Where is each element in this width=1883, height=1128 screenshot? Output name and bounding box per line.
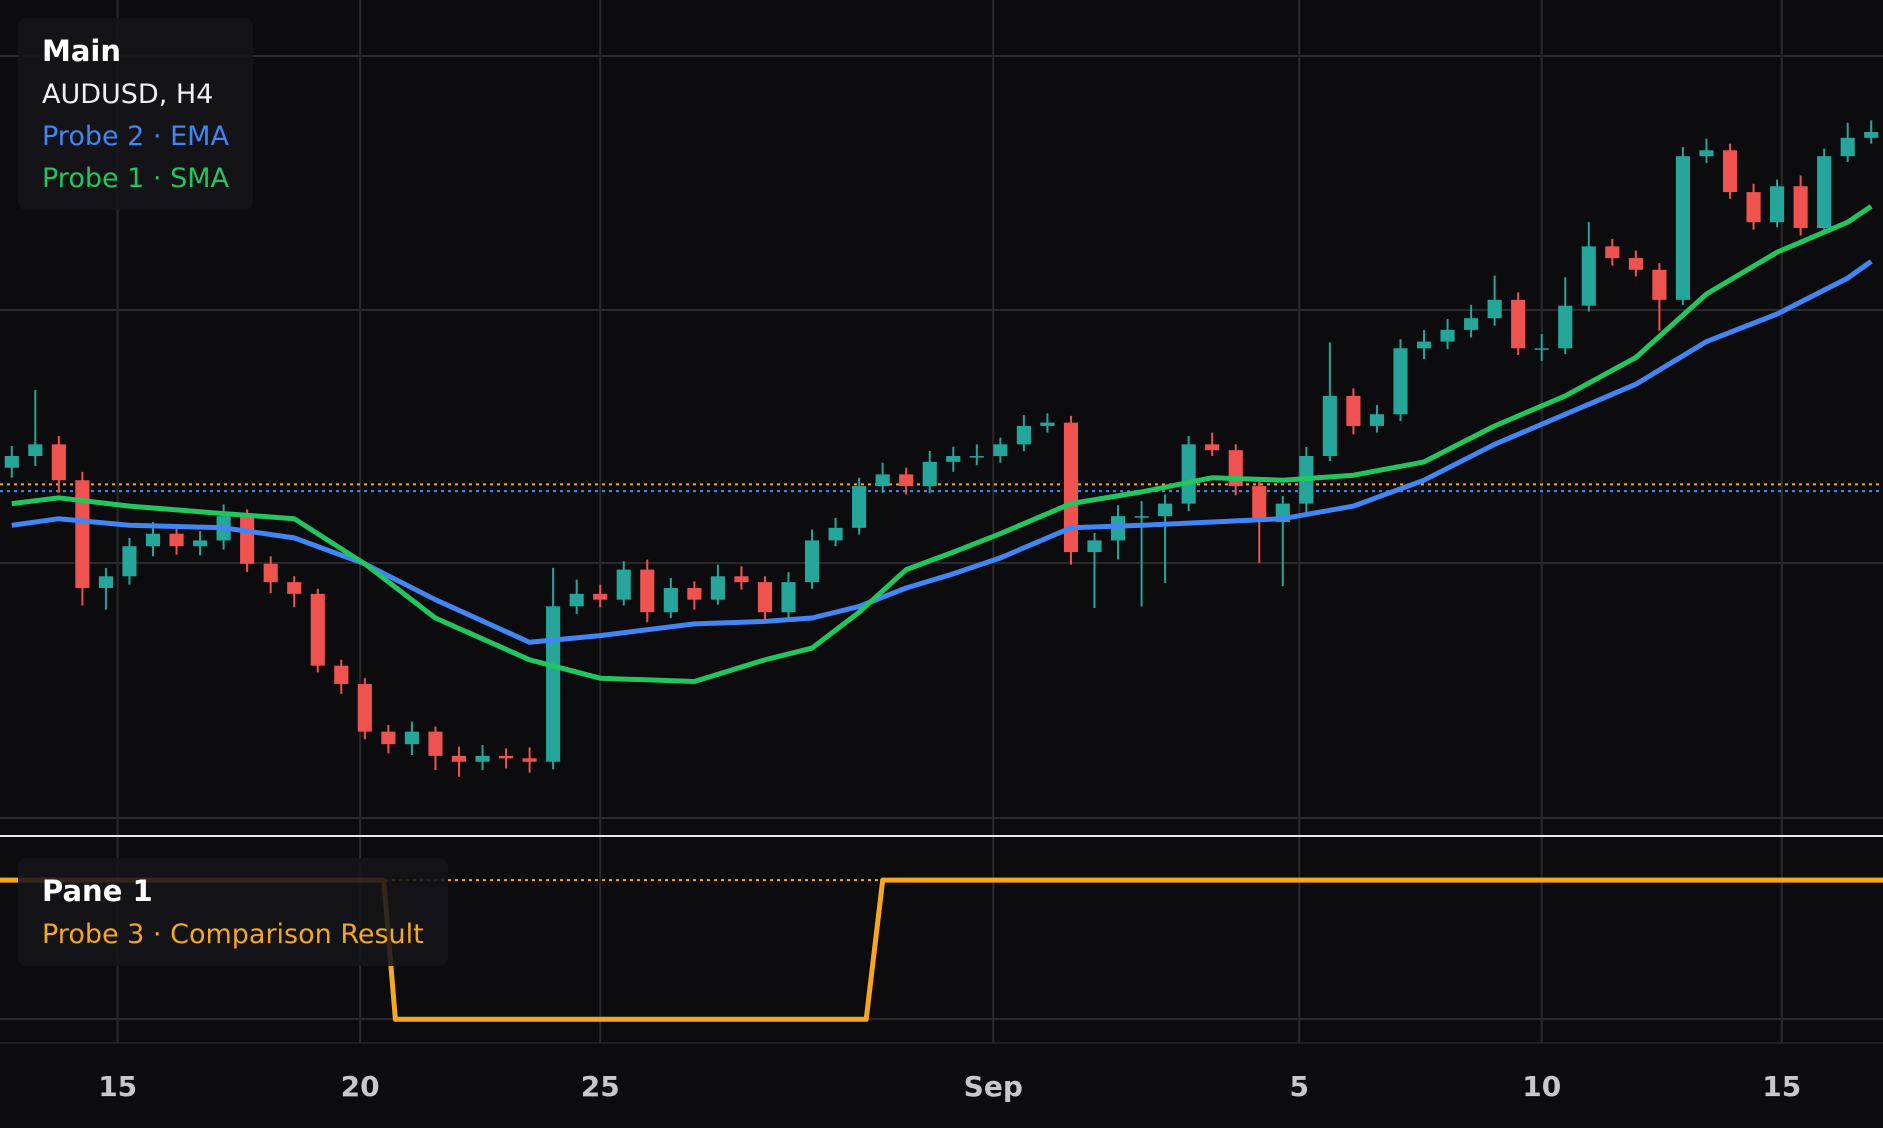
candle-body [522, 758, 537, 762]
candle-body [1252, 486, 1267, 522]
candle-body [1063, 422, 1079, 553]
candle-body [1534, 348, 1549, 350]
x-tick-label: 15 [98, 1070, 137, 1103]
candle-body [310, 593, 325, 666]
candle-body [1369, 414, 1385, 426]
candle-body [852, 486, 867, 528]
candle-body [122, 546, 137, 577]
candle-body [1134, 516, 1149, 518]
candle-body [1605, 246, 1620, 259]
candle-body [593, 593, 608, 600]
candle-body [1322, 395, 1337, 457]
candle-body [687, 587, 702, 600]
legend: Pane 1 Probe 3 · Comparison Result [18, 858, 448, 966]
candle-body [663, 587, 678, 613]
candle-body [1793, 186, 1808, 229]
candle-body [734, 576, 749, 583]
candle-body [1652, 269, 1667, 300]
legend-entry: Probe 3 · Comparison Result [42, 919, 424, 950]
candle-body [98, 576, 113, 588]
candle-body [1346, 395, 1361, 426]
x-tick-label: 20 [341, 1070, 380, 1103]
x-tick-label: Sep [964, 1070, 1023, 1103]
candle-body [1699, 150, 1714, 157]
candle-body [899, 474, 914, 487]
candle-body [1746, 192, 1761, 223]
x-tick-label: 10 [1522, 1070, 1561, 1103]
candle-body [640, 569, 655, 613]
candle-body [451, 755, 467, 762]
candle-body [1511, 299, 1526, 349]
candle-body [1416, 341, 1432, 349]
candle-body [1770, 186, 1785, 223]
candle-body [828, 527, 843, 541]
candle-body [616, 569, 631, 600]
candle-body [1628, 258, 1643, 270]
grid [0, 0, 1883, 1044]
x-tick-label: 15 [1762, 1070, 1801, 1103]
candle-body [922, 461, 937, 487]
candle-body [1840, 137, 1855, 157]
candle-body [1817, 156, 1832, 229]
candle-body [946, 456, 961, 462]
candle-body [193, 540, 208, 547]
candle-body [263, 563, 278, 583]
symbol-label: AUDUSD, H4 [42, 79, 214, 110]
candle-body [1040, 422, 1055, 426]
candle-body [1181, 444, 1196, 504]
candle-body [498, 755, 514, 759]
candle-body [51, 444, 66, 481]
candle-body [1581, 246, 1596, 306]
candle-body [75, 480, 90, 588]
candle-body [1440, 329, 1455, 342]
candle-body [1675, 156, 1690, 300]
x-tick-label: 5 [1290, 1070, 1309, 1103]
candle-body [1087, 540, 1102, 553]
candle-body [145, 533, 161, 547]
candle-body [1393, 348, 1408, 415]
candle-body [969, 456, 984, 458]
candle-body [1487, 299, 1502, 319]
candle-body [28, 444, 43, 457]
candle-body [4, 456, 19, 468]
candle-body [710, 576, 725, 600]
candle-body [1205, 444, 1220, 451]
candle-body [781, 582, 796, 613]
candle-body [475, 755, 490, 762]
x-tick-label: 25 [581, 1070, 620, 1103]
candle-body [1464, 318, 1479, 330]
candle-body [1864, 131, 1879, 138]
candle-body [1558, 305, 1573, 349]
candle-body [1158, 503, 1173, 517]
candle-body [334, 665, 349, 685]
legend-entry: Probe 1 · SMA [42, 163, 229, 194]
pane-title: Pane 1 [42, 874, 153, 908]
candle-body [1722, 150, 1738, 193]
candle-body [757, 582, 773, 613]
legend-entry: Probe 2 · EMA [42, 121, 229, 152]
candle-body [240, 516, 255, 564]
indicator-line [11, 204, 1873, 684]
candle-body [993, 444, 1008, 457]
candle-body [875, 474, 890, 487]
candle-body [1016, 425, 1031, 445]
candle-body [404, 731, 419, 745]
candle-body [287, 582, 302, 594]
legend: Main AUDUSD, H4 Probe 2 · EMA Probe 1 · S… [18, 18, 253, 210]
pane-title: Main [42, 34, 122, 68]
candle-body [546, 606, 561, 762]
candle-body [169, 533, 184, 547]
indicator-line [11, 259, 1873, 645]
candle-body [357, 684, 372, 732]
candle-body [381, 731, 396, 745]
candle-body [804, 540, 820, 583]
candle-body [569, 593, 584, 607]
candle-body [428, 731, 443, 756]
